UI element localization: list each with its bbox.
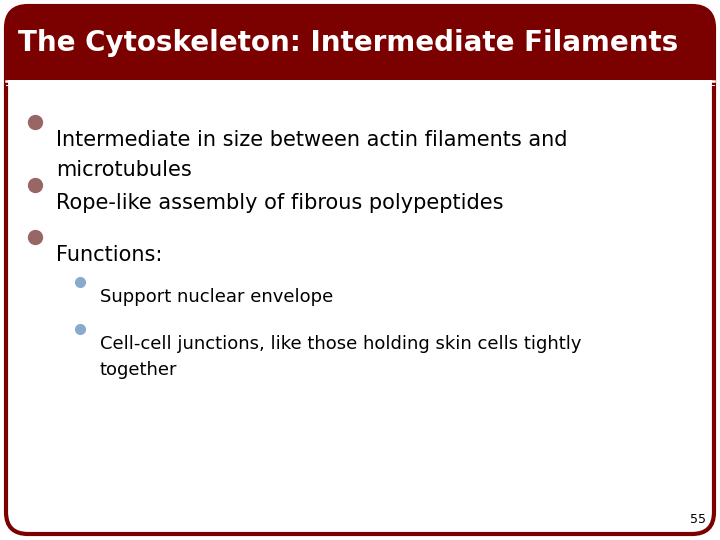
FancyBboxPatch shape [6, 6, 714, 80]
Bar [6, 50, 714, 80]
Text: The Cytoskeleton: Intermediate Filaments: The Cytoskeleton: Intermediate Filaments [18, 29, 678, 57]
FancyBboxPatch shape [6, 6, 714, 534]
Text: 55: 55 [690, 513, 706, 526]
Text: Functions:: Functions: [56, 245, 163, 265]
Text: Rope-like assembly of fibrous polypeptides: Rope-like assembly of fibrous polypeptid… [56, 193, 503, 213]
Text: Intermediate in size between actin filaments and
microtubules: Intermediate in size between actin filam… [56, 130, 567, 180]
Text: Support nuclear envelope: Support nuclear envelope [100, 288, 333, 306]
Text: Cell-cell junctions, like those holding skin cells tightly
together: Cell-cell junctions, like those holding … [100, 335, 582, 380]
